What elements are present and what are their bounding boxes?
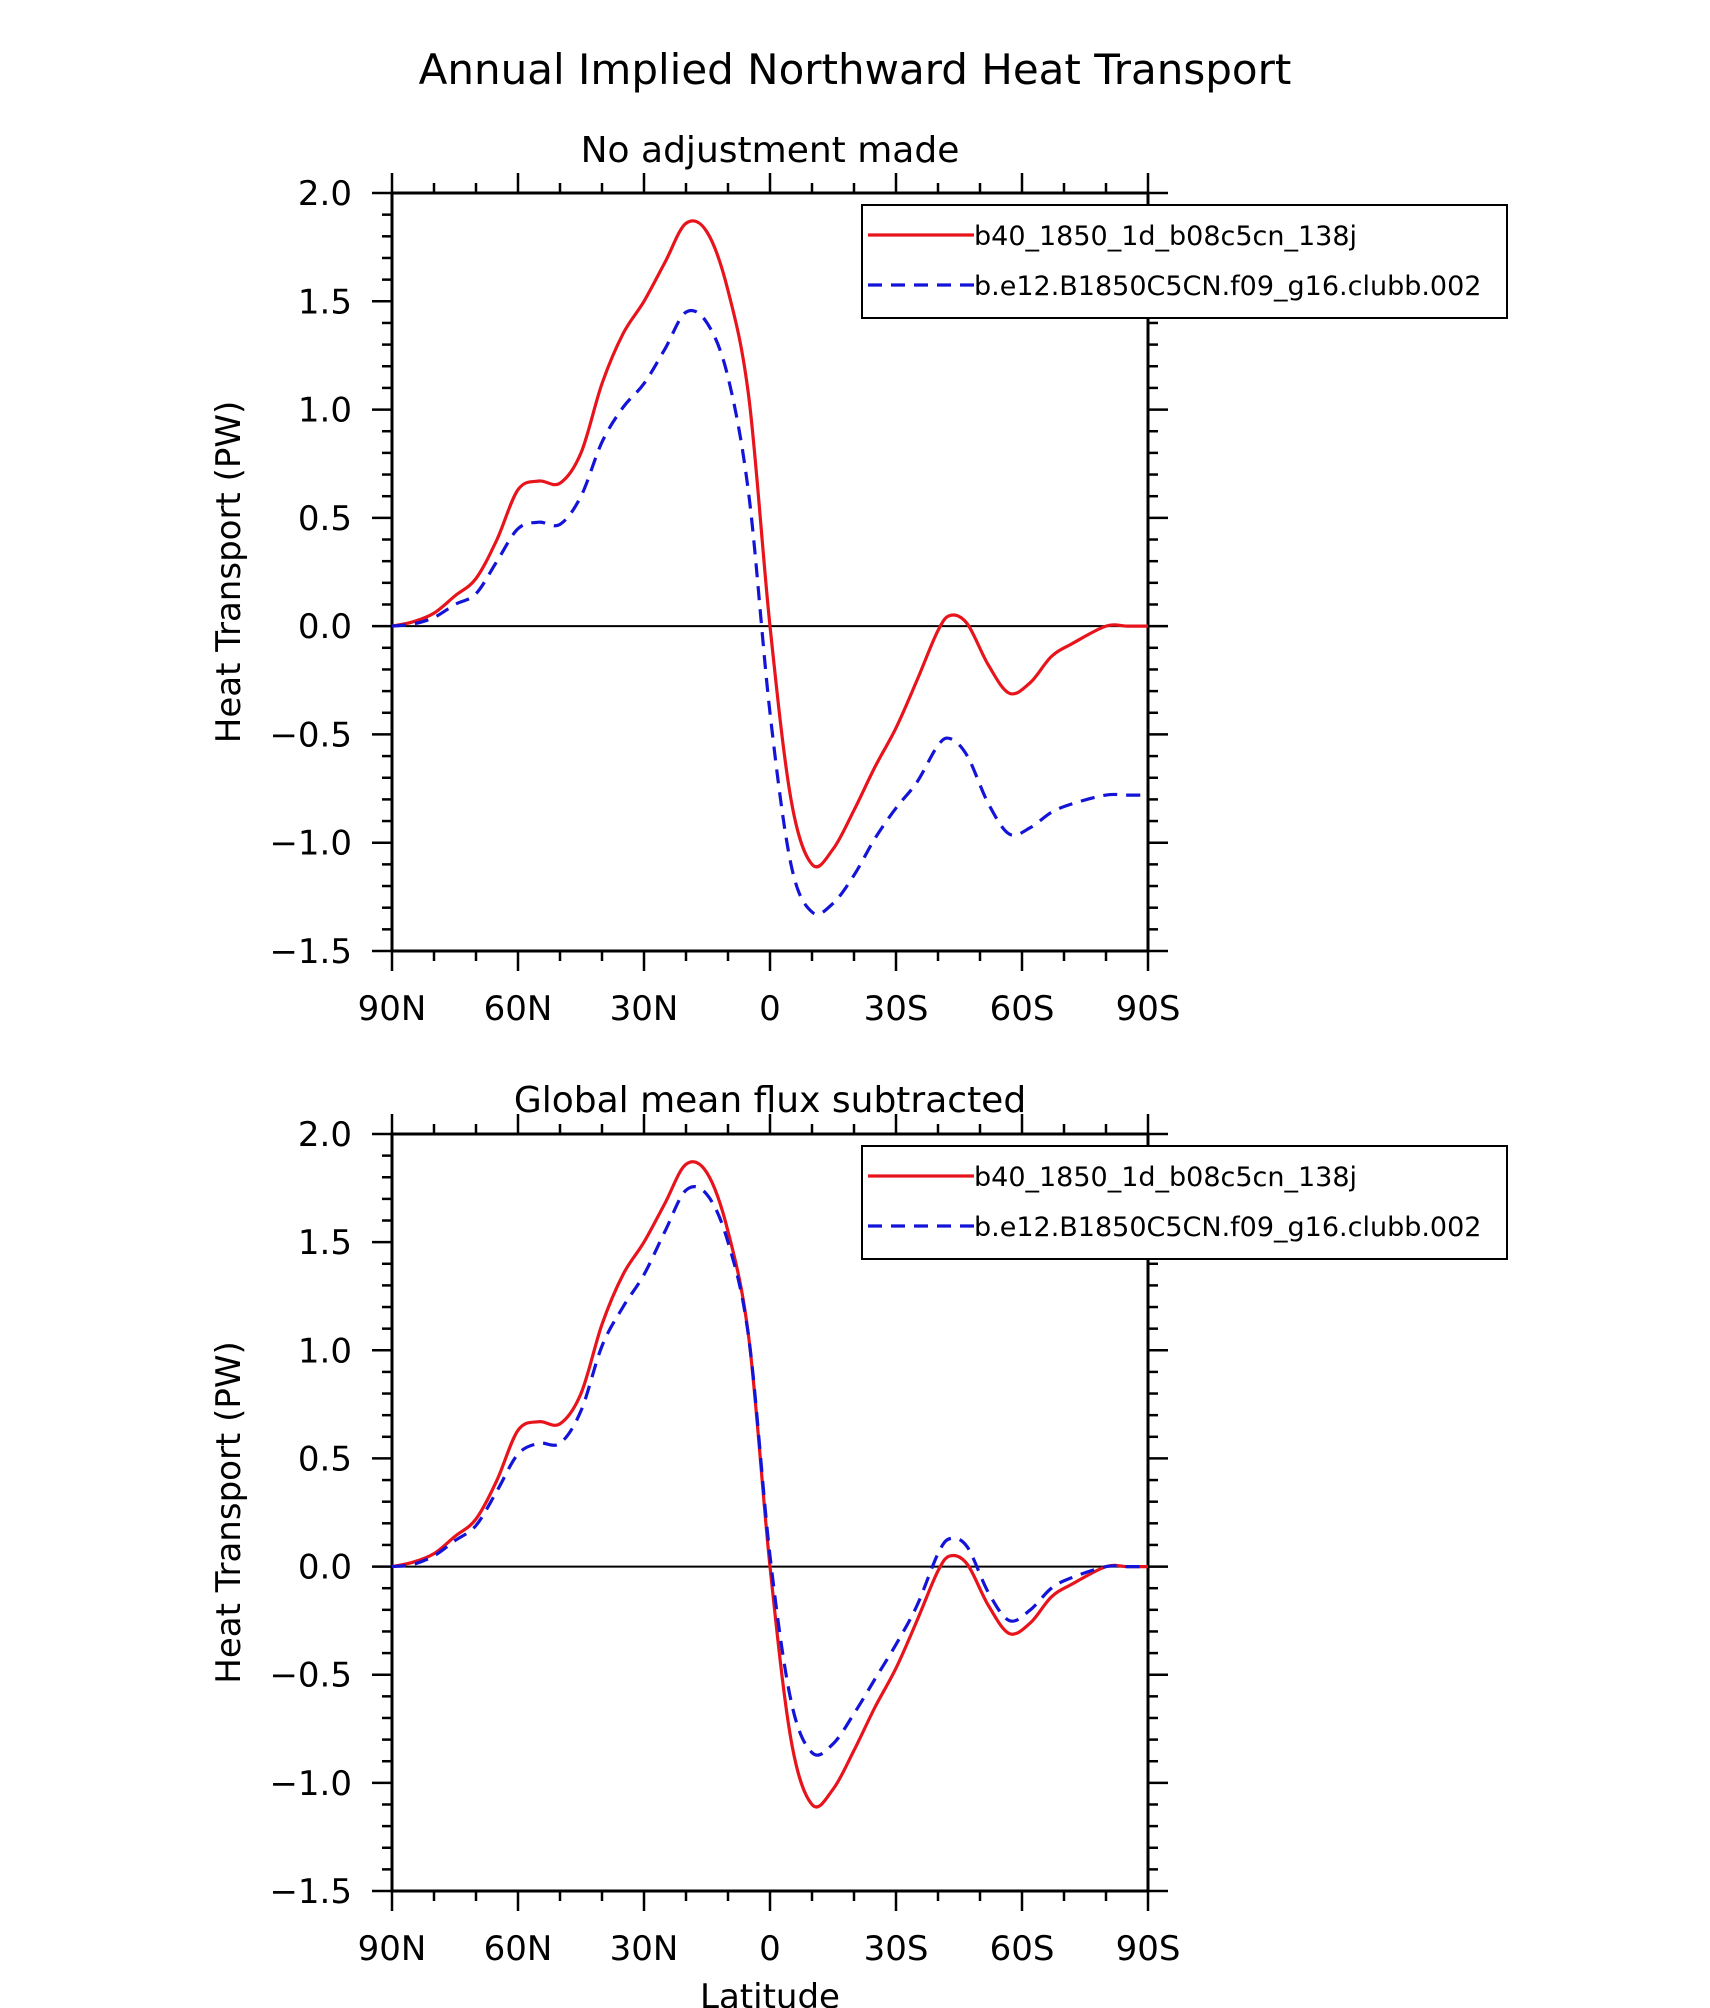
x-tick-label: 60S [990,1929,1055,1969]
x-tick-label: 0 [759,989,781,1029]
chart-panel-bottom: Global mean flux subtracted2.01.51.00.50… [209,1080,1508,2008]
y-tick-label: 1.5 [298,282,352,322]
x-tick-label: 60S [990,989,1055,1029]
panel-title: No adjustment made [581,130,960,171]
x-tick-label: 30N [610,1929,679,1969]
y-tick-label: 1.0 [298,391,352,431]
y-axis-title: Heat Transport (PW) [209,1341,249,1683]
legend-label-2: b.e12.B1850C5CN.f09_g16.clubb.002 [974,271,1481,302]
x-tick-label: 30S [864,989,929,1029]
legend-label-2: b.e12.B1850C5CN.f09_g16.clubb.002 [974,1212,1481,1243]
y-tick-label: 0.0 [298,1548,352,1588]
y-tick-label: 0.5 [298,1439,352,1479]
y-tick-label: 2.0 [298,174,352,214]
y-tick-label: 2.0 [298,1115,352,1155]
series-line-1 [391,219,1148,869]
x-tick-label: 90S [1116,989,1181,1029]
y-tick-label: −1.5 [269,932,352,972]
x-tick-label: 30S [864,1929,929,1969]
legend-label-1: b40_1850_1d_b08c5cn_138j [974,1162,1357,1193]
y-tick-label: 1.0 [298,1331,352,1371]
x-tick-label: 90N [358,1929,427,1969]
x-tick-label: 0 [759,1929,781,1969]
y-tick-label: 1.5 [298,1223,352,1263]
x-tick-label: 60N [484,989,553,1029]
x-tick-label: 90S [1116,1929,1181,1969]
y-tick-label: −0.5 [269,715,352,755]
y-tick-label: −0.5 [269,1656,352,1696]
y-tick-label: 0.5 [298,499,352,539]
figure-title: Annual Implied Northward Heat Transport [419,45,1292,94]
x-tick-label: 90N [358,989,427,1029]
series-line-1 [391,1160,1148,1809]
chart-panel-top: No adjustment made 2.0 1.5 1.0 0.5 0.0 −0.5 −1.… [209,130,1508,1029]
legend-box [861,204,1508,319]
legend: b40_1850_1d_b08c5cn_138j b.e12.B1850C5CN.… [861,1145,1508,1260]
legend: b40_1850_1d_b08c5cn_138j b.e12.B1850C5CN.… [861,204,1508,319]
legend-label-1: b40_1850_1d_b08c5cn_138j [974,221,1357,252]
y-tick-label: −1.0 [269,824,352,864]
x-tick-label: 30N [610,989,679,1029]
x-axis-title: Latitude [700,1977,840,2008]
y-tick-label: 0.0 [298,607,352,647]
series-line-2 [391,308,1148,916]
x-tick-label: 60N [484,1929,553,1969]
series-line-2 [391,1185,1148,1757]
y-tick-label: −1.5 [269,1872,352,1912]
y-tick-label: −1.0 [269,1764,352,1804]
y-axis-title: Heat Transport (PW) [209,401,249,743]
legend-box [861,1145,1508,1260]
